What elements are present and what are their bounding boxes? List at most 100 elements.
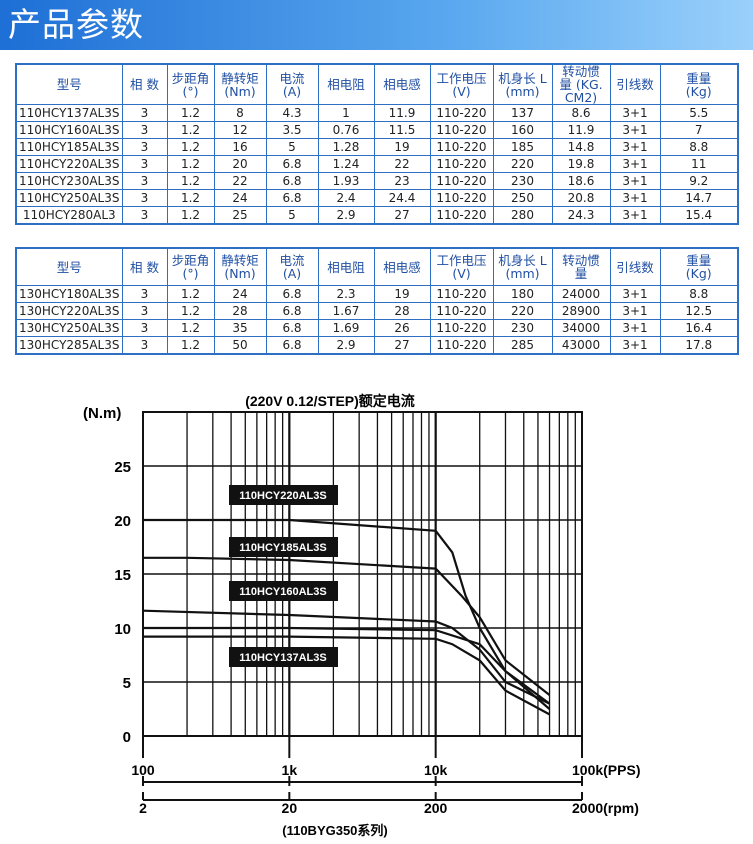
table-cell: 137 [492, 104, 553, 122]
table-cell: 1.93 [317, 172, 375, 190]
table-cell: 110-220 [429, 155, 494, 173]
table-cell: 14.7 [659, 189, 739, 207]
series-line [143, 635, 551, 716]
chart-subtitle: (110BYG350系列) [282, 823, 388, 838]
table-cell: 34000 [551, 319, 611, 337]
table-cell: 6.8 [265, 319, 319, 337]
table-cell: 6.8 [265, 302, 319, 320]
table-cell: 24.3 [551, 206, 611, 225]
series-label: 110HCY220AL3S [229, 485, 338, 505]
table-cell: 1.2 [166, 285, 215, 303]
x-tick-label-pps: 1k [282, 762, 298, 778]
column-header: 静转矩 (Nm) [213, 247, 267, 286]
series-line [143, 518, 551, 705]
table-cell: 27 [373, 206, 431, 225]
table-cell: 6.8 [265, 285, 319, 303]
series-labels: 110HCY220AL3S 110HCY185AL3S 110HCY160AL3S 1… [229, 485, 338, 667]
table-row: 130HCY285AL3S 3 1.2 50 6.8 2.9 27 110-220 285 430… [15, 336, 739, 355]
table-cell: 3 [121, 319, 168, 337]
series-label-box [229, 581, 338, 601]
table-cell: 3 [121, 189, 168, 207]
table-cell: 220 [492, 155, 553, 173]
column-header: 相电阻 [317, 247, 375, 286]
table-cell: 43000 [551, 336, 611, 355]
table-cell: 3+1 [609, 104, 661, 122]
table-cell: 1.2 [166, 138, 215, 156]
table-cell: 130HCY220AL3S [15, 302, 123, 320]
table-cell: 230 [492, 319, 553, 337]
table-cell: 3 [121, 138, 168, 156]
column-header: 型号 [15, 247, 123, 286]
y-tick-label: 25 [114, 459, 131, 476]
table-cell: 11.9 [373, 104, 431, 122]
table-cell: 285 [492, 336, 553, 355]
table-cell: 230 [492, 172, 553, 190]
table-cell: 3+1 [609, 155, 661, 173]
series-label-text: 110HCY137AL3S [239, 652, 326, 664]
column-header: 相电感 [373, 63, 431, 105]
spec-table-130: 型号相 数步距角 (°) 静转矩 (Nm) 电流 (A) 相电阻 相电感 工作电压 (V)… [15, 247, 739, 355]
table-cell: 6.8 [265, 172, 319, 190]
table-cell: 110HCY160AL3S [15, 121, 123, 139]
series-label-box [229, 647, 338, 667]
table-cell: 185 [492, 138, 553, 156]
column-header: 型号 [15, 63, 123, 105]
table-cell: 1.2 [166, 336, 215, 355]
series-line [142, 609, 550, 705]
table-cell: 160 [492, 121, 553, 139]
column-header: 机身长 L (mm) [492, 247, 553, 286]
y-tick-label: 20 [114, 513, 131, 530]
table-cell: 110-220 [429, 121, 494, 139]
column-header: 重量 (Kg) [659, 247, 739, 286]
table-cell: 2.3 [317, 285, 375, 303]
table-cell: 110-220 [429, 189, 494, 207]
table-cell: 1.24 [317, 155, 375, 173]
table-cell: 130HCY180AL3S [15, 285, 123, 303]
table-cell: 3+1 [609, 189, 661, 207]
table-cell: 1.28 [317, 138, 375, 156]
table-row: 110HCY230AL3S 3 1.2 22 6.8 1.93 23 110-220 230 18… [15, 172, 739, 190]
table-row: 130HCY180AL3S 3 1.2 24 6.8 2.3 19 110-220 180 240… [15, 285, 739, 303]
table-cell: 280 [492, 206, 553, 225]
table-header-row: 型号相 数步距角 (°) 静转矩 (Nm) 电流 (A) 相电阻 相电感 工作电压 (V)… [15, 63, 739, 105]
table-cell: 3 [121, 285, 168, 303]
table-cell: 9.2 [659, 172, 739, 190]
table-cell: 3+1 [609, 138, 661, 156]
banner-title: 产品参数 [8, 5, 144, 44]
table-cell: 3+1 [609, 121, 661, 139]
table-cell: 6.8 [265, 189, 319, 207]
table-cell: 2.9 [317, 206, 375, 225]
table-cell: 22 [213, 172, 267, 190]
table-cell: 1 [317, 104, 375, 122]
table-cell: 2.9 [317, 336, 375, 355]
table-cell: 16.4 [659, 319, 739, 337]
table-cell: 3+1 [609, 302, 661, 320]
y-axis-label: (N.m) [83, 405, 121, 422]
table-cell: 6.8 [265, 155, 319, 173]
table-cell: 1.2 [166, 121, 215, 139]
table-cell: 12 [213, 121, 267, 139]
table-cell: 28900 [551, 302, 611, 320]
column-header: 相电感 [373, 247, 431, 286]
column-header: 静转矩 (Nm) [213, 63, 267, 105]
table-cell: 35 [213, 319, 267, 337]
y-tick-label: 5 [123, 675, 131, 692]
chart-curves [142, 518, 551, 716]
table-cell: 28 [373, 302, 431, 320]
table-cell: 1.2 [166, 172, 215, 190]
table-cell: 110-220 [429, 206, 494, 225]
series-label: 110HCY137AL3S [229, 647, 338, 667]
table-cell: 110-220 [429, 319, 494, 337]
table-cell: 110-220 [429, 285, 494, 303]
table-row: 110HCY280AL3 3 1.2 25 5 2.9 27 110-220 280 24.3 3+… [15, 206, 739, 225]
table-cell: 7 [659, 121, 739, 139]
x-tick-label-rpm: 20 [282, 800, 298, 816]
chart-title: (220V 0.12/STEP)额定电流 [245, 393, 415, 409]
table-cell: 4.3 [265, 104, 319, 122]
table-cell: 3 [121, 121, 168, 139]
x-tick-label-rpm: 200 [424, 800, 448, 816]
table-cell: 3 [121, 206, 168, 225]
table-row: 110HCY185AL3S 3 1.2 16 5 1.28 19 110-220 185 14.8… [15, 138, 739, 156]
column-header: 步距角 (°) [166, 247, 215, 286]
table-cell: 12.5 [659, 302, 739, 320]
